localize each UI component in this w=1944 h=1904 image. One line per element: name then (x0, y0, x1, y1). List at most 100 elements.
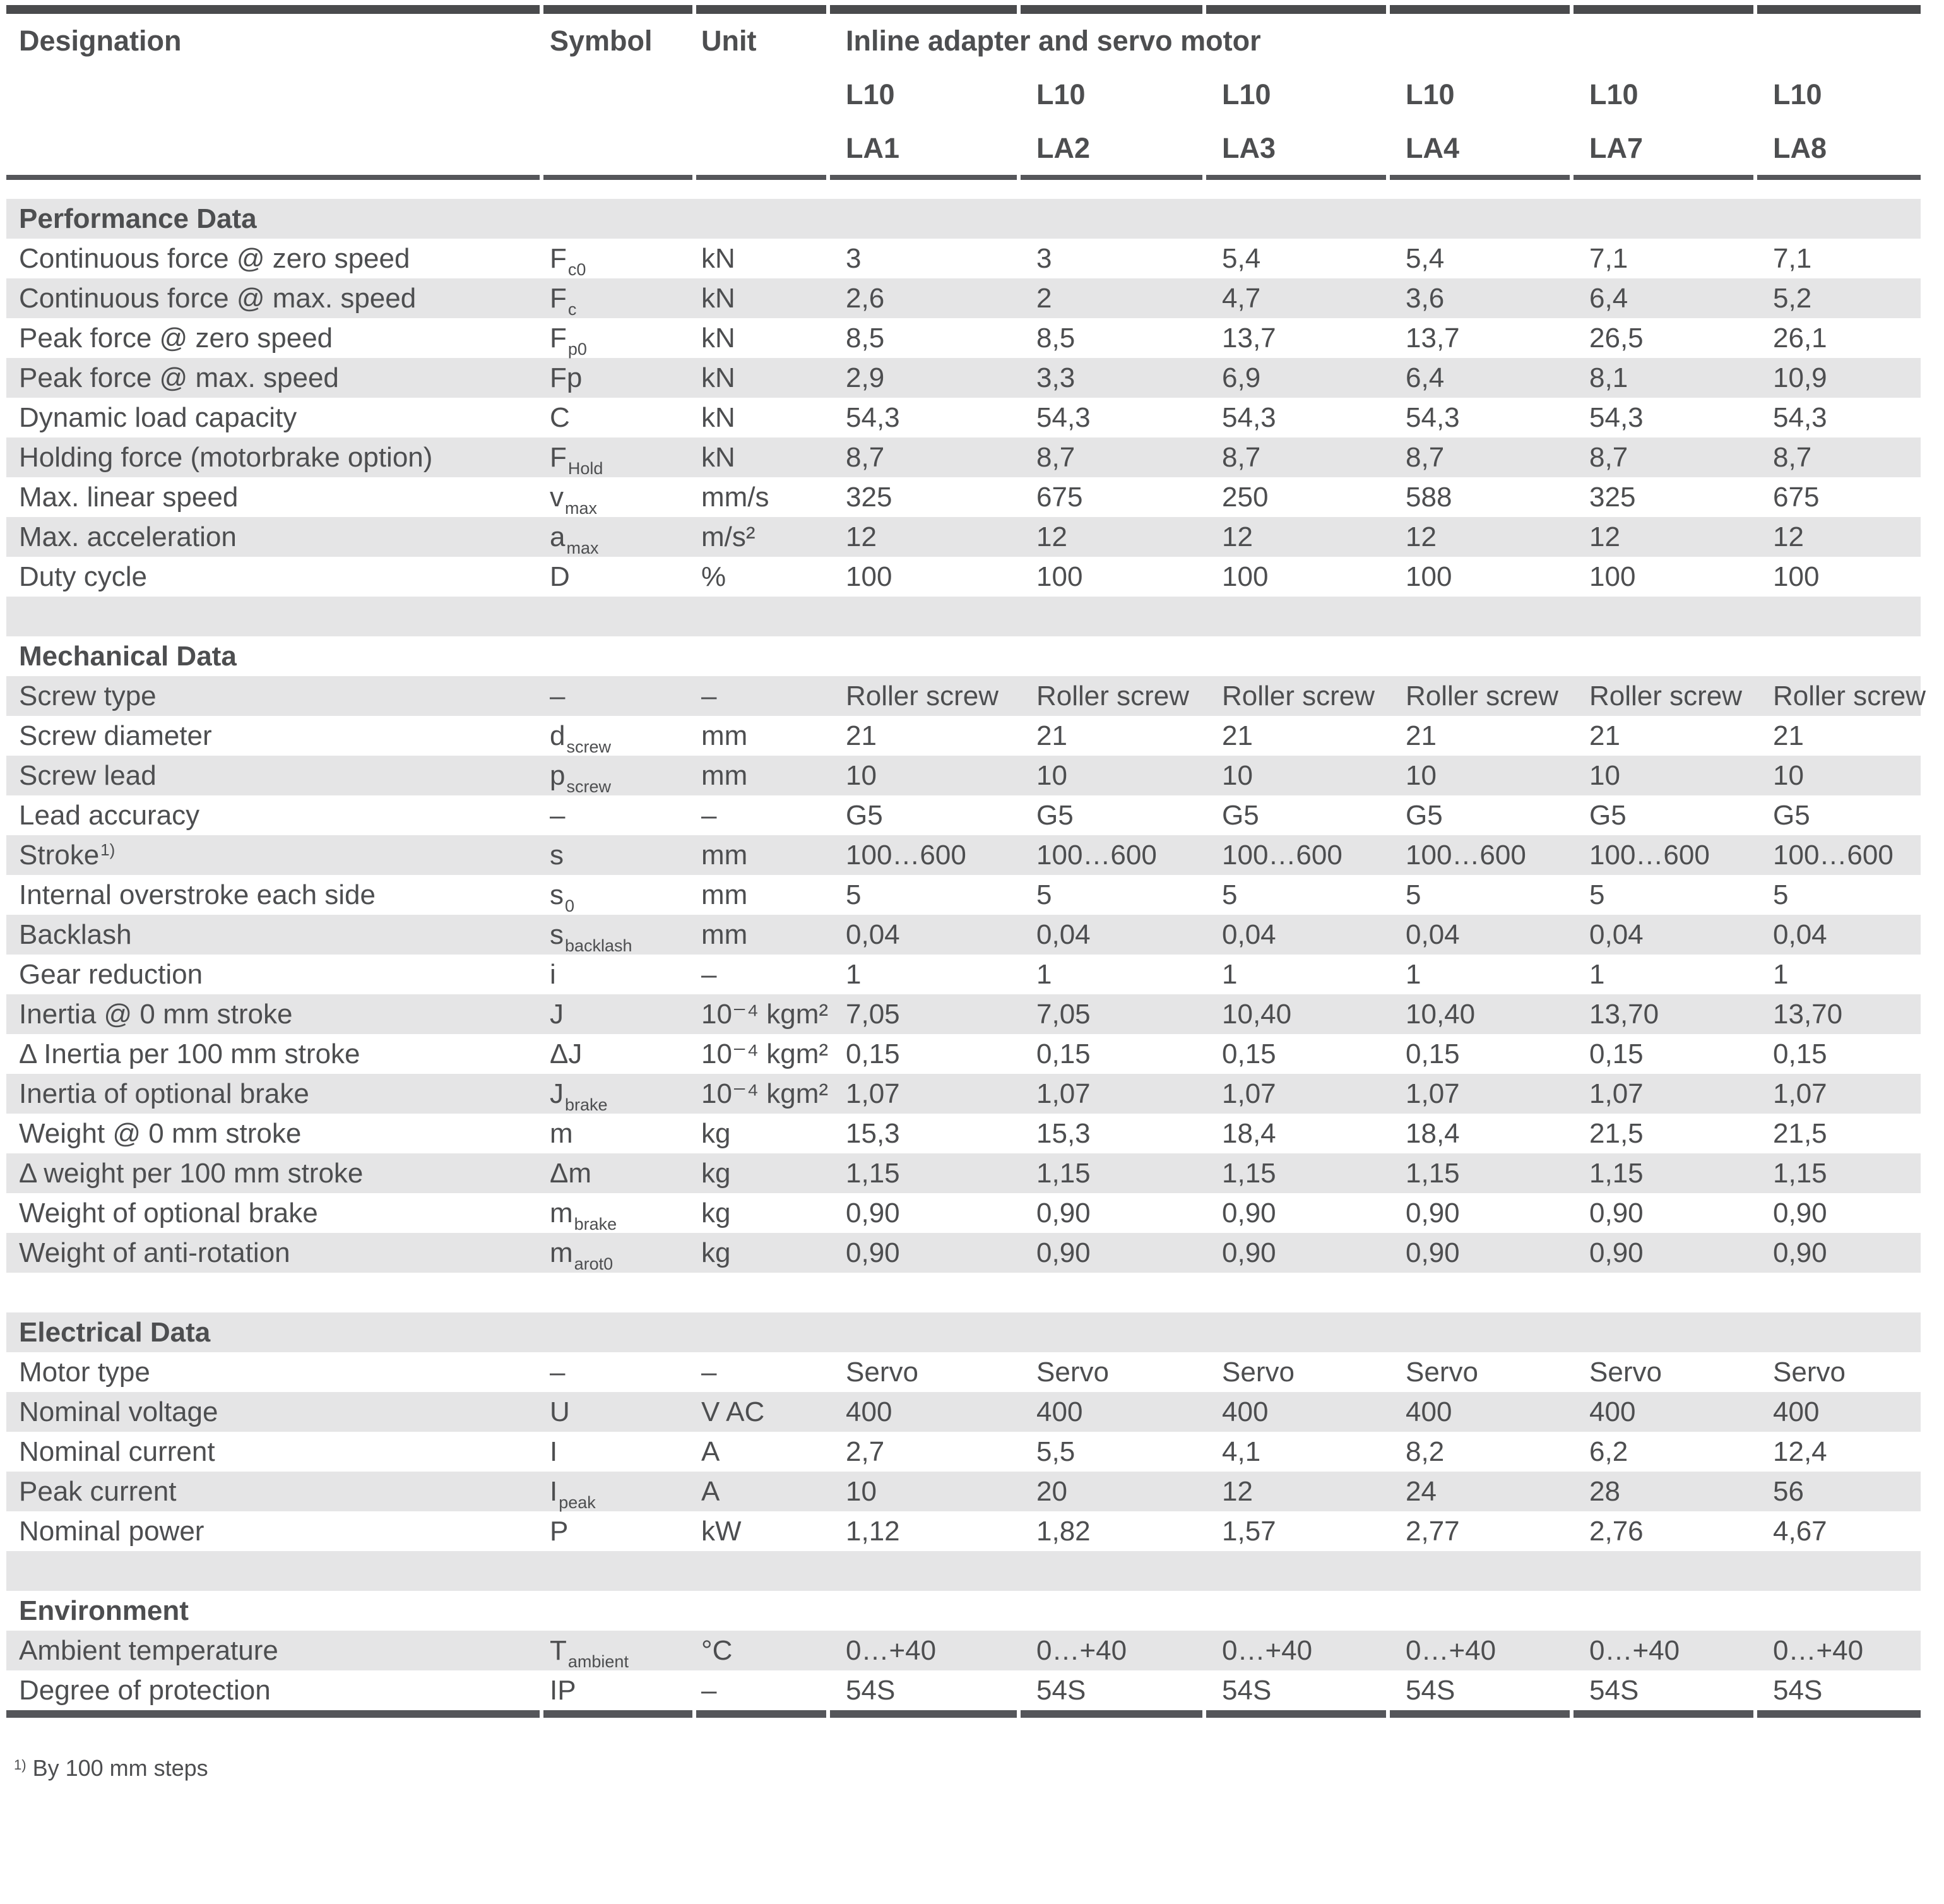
value-cell: 8,7 (846, 442, 885, 473)
unit-cell: kN (701, 362, 735, 393)
value-cell: 1,07 (1036, 1078, 1091, 1109)
table-row: Motor type – – Servo Servo Servo Servo Servo Ser… (6, 1352, 1921, 1392)
value-cell: 3 (1036, 243, 1052, 274)
unit-cell: kW (701, 1516, 742, 1547)
value-cell: 100…600 (1406, 840, 1526, 871)
unit-cell: kN (701, 442, 735, 473)
section-title: Mechanical Data (19, 641, 237, 672)
value-cell: 54,3 (846, 402, 900, 433)
table-row: Max. acceleration amax m/s² 12 12 12 12 12 12 (6, 517, 1921, 557)
unit-cell: mm (701, 879, 748, 910)
designation-cell: Holding force (motorbrake option) (19, 442, 433, 473)
value-cell: 3 (846, 243, 862, 274)
value-cell: 8,7 (1406, 442, 1445, 473)
value-cell: 100…600 (1773, 840, 1894, 871)
symbol-subscript: c0 (567, 260, 586, 279)
value-cell: Servo (1589, 1357, 1662, 1388)
col-header-unit: Unit (701, 25, 757, 57)
value-cell: 8,5 (1036, 323, 1076, 354)
value-cell: Roller screw (846, 681, 999, 711)
table-row: Duty cycle D% 100 100 100 100 100 100 (6, 557, 1921, 597)
value-cell: 21 (1589, 720, 1620, 751)
symbol-cell: s (550, 840, 564, 871)
value-cell: 3,6 (1406, 283, 1445, 314)
value-cell: 6,4 (1406, 362, 1445, 393)
designation-cell: Duty cycle (19, 561, 147, 592)
symbol-cell: Ipeak (540, 1472, 692, 1515)
value-cell: 1,15 (1222, 1158, 1276, 1189)
table-row: Δ Inertia per 100 mm stroke ΔJ 10⁻⁴ kgm² 0,… (6, 1034, 1921, 1074)
table-row: Peak force @ zero speed Fp0 kN 8,5 8,5 13,7 13… (6, 318, 1921, 359)
datasheet-page: Designation Symbol Unit Inline adapter a… (6, 5, 1926, 1785)
value-cell: 7,05 (846, 999, 900, 1030)
value-cell: 4,7 (1222, 283, 1261, 314)
footnote: 1) By 100 mm steps (14, 1754, 1921, 1785)
col-header-symbol: Symbol (550, 25, 653, 57)
designation-cell: Nominal power (19, 1516, 204, 1547)
designation-cell: Stroke1) (6, 835, 540, 879)
spacer-row (6, 1273, 1921, 1312)
unit-cell: kN (701, 243, 735, 274)
value-cell: 12 (1036, 521, 1067, 552)
symbol-cell: mbrake (540, 1193, 692, 1237)
designation-cell: Screw diameter (19, 720, 212, 751)
border-segment (1574, 175, 1753, 180)
value-cell: Roller screw (1036, 681, 1190, 711)
value-cell: 0,90 (1406, 1237, 1460, 1268)
table-row: Nominal current I A 2,7 5,5 4,1 8,2 6,2 12,4 (6, 1432, 1921, 1472)
unit-cell: kN (701, 323, 735, 354)
table-bottom-border (6, 1710, 1921, 1718)
value-cell: 8,2 (1406, 1436, 1445, 1467)
unit-cell: V AC (701, 1396, 765, 1427)
table-row: Screw diameter dscrew mm 21 21 21 21 21 21 (6, 716, 1921, 756)
value-cell: 5 (1589, 879, 1605, 910)
table-row: Weight of optional brake mbrake kg 0,90 0,90… (6, 1193, 1921, 1234)
designation-cell: Max. linear speed (19, 482, 239, 513)
value-cell: 8,7 (1222, 442, 1261, 473)
value-cell: 6,9 (1222, 362, 1261, 393)
table-row: Degree of protection IP – 54S 54S 54S 54S 54S 54… (6, 1670, 1921, 1710)
value-cell: 54,3 (1589, 402, 1644, 433)
section-header-row: Electrical Data (6, 1312, 1921, 1352)
value-cell: 13,70 (1589, 999, 1659, 1030)
table-row: Weight @ 0 mm stroke m kg 15,3 15,3 18,4 18,4 2… (6, 1114, 1921, 1153)
value-cell: 1,07 (1406, 1078, 1460, 1109)
value-cell: G5 (1222, 800, 1259, 831)
header-spacer (6, 180, 1921, 199)
value-cell: 54S (846, 1675, 896, 1706)
value-cell: 0…+40 (1406, 1635, 1497, 1666)
value-cell: 3,3 (1036, 362, 1076, 393)
table-row: Ambient temperature Tambient °C 0…+40 0…+40 0… (6, 1631, 1921, 1671)
value-cell: 5,2 (1773, 283, 1812, 314)
symbol-cell: P (550, 1516, 569, 1547)
designation-cell: Weight of optional brake (19, 1198, 318, 1229)
unit-cell: – (701, 959, 717, 990)
value-cell: 2,76 (1589, 1516, 1644, 1547)
product-series-label: L10 (1589, 78, 1639, 110)
value-cell: 12,4 (1773, 1436, 1827, 1467)
value-cell: 0,90 (1036, 1198, 1091, 1229)
value-cell: 5,5 (1036, 1436, 1076, 1467)
value-cell: 4,1 (1222, 1436, 1261, 1467)
value-cell: 2,7 (846, 1436, 885, 1467)
unit-cell: kg (701, 1158, 731, 1189)
table-body: Performance Data Continuous force @ zero … (6, 199, 1926, 1710)
value-cell: 12 (1222, 1476, 1253, 1507)
value-cell: 54,3 (1773, 402, 1827, 433)
value-cell: 54S (1036, 1675, 1086, 1706)
symbol-subscript: p0 (567, 340, 587, 359)
designation-cell: Nominal voltage (19, 1396, 218, 1427)
table-row: Max. linear speed vmax mm/s 325 675 250 588 325… (6, 477, 1921, 518)
footnote-text: By 100 mm steps (32, 1755, 208, 1781)
value-cell: 10 (1222, 760, 1253, 791)
table-row: Backlash sbacklash mm 0,04 0,04 0,04 0,04 0,04 0… (6, 915, 1921, 955)
value-cell: 0,15 (1222, 1038, 1276, 1069)
table-row: Peak current Ipeak A 10 20 12 24 28 56 (6, 1472, 1921, 1512)
unit-cell: – (701, 800, 717, 831)
symbol-cell: U (550, 1396, 570, 1427)
value-cell: 10 (1036, 760, 1067, 791)
value-cell: Servo (1773, 1357, 1846, 1388)
value-cell: 0,04 (1589, 919, 1644, 950)
product-model-label: LA1 (846, 132, 900, 164)
